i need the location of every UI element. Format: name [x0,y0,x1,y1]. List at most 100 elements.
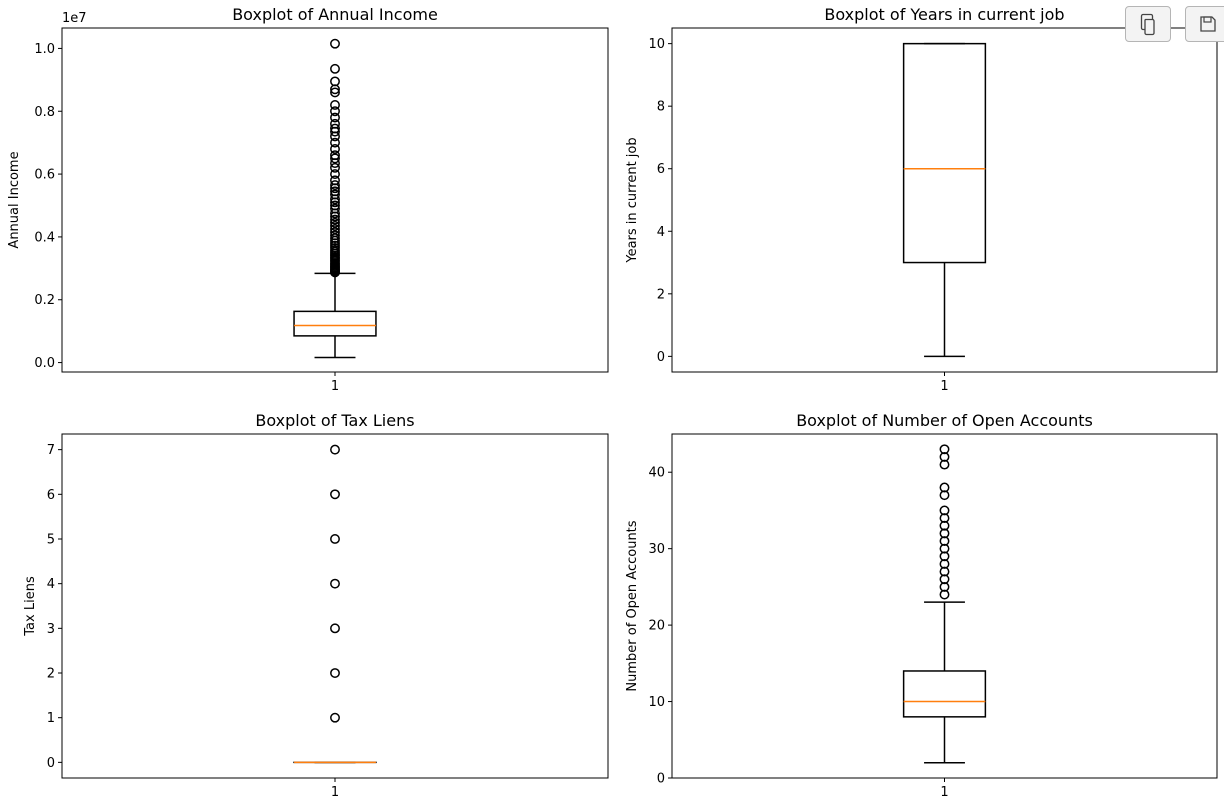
outlier-point [330,227,340,238]
y-tick-label: 0 [47,756,55,771]
y-axis-label: Tax Liens [23,576,38,637]
x-tick-label: 1 [940,785,948,800]
outlier-point [939,513,950,524]
axes-frame [61,27,609,373]
y-tick-label: 0.8 [34,105,55,120]
outlier-point [939,559,950,569]
outlier-point [330,578,340,589]
outlier-point [939,536,950,546]
y-tick-label: 4 [657,225,665,240]
y-tick-label: 6 [657,162,665,177]
box [293,310,377,337]
outlier-point [330,623,340,634]
outlier-point [330,100,340,110]
outlier-point [330,230,340,241]
subplot-1: Boxplot of Annual Income 0.0 0.2 0.4 0.6 0.8 1… [7,5,609,394]
outlier-point [330,153,340,164]
box [902,670,987,718]
outlier-point [330,112,340,123]
outlier-point [330,63,340,74]
y-tick-label: 0 [657,350,665,365]
y-tick-label: 8 [657,100,665,115]
y-tick-label: 30 [648,542,665,557]
y-axis-label: Years in current job [625,137,640,263]
outlier-point [330,220,340,231]
outlier-point [330,203,340,214]
save-icon [1200,16,1216,32]
chart-title: Boxplot of Years in current job [824,5,1064,24]
y-tick-label: 5 [47,532,55,547]
outlier-point [939,574,950,585]
chart-title: Boxplot of Annual Income [232,5,438,24]
chart-title: Boxplot of Tax Liens [255,411,414,430]
y-axis-label: Annual Income [7,151,22,248]
outlier-point [330,106,340,117]
outlier-point [330,489,340,500]
y-offset-label: 1e7 [62,11,87,26]
outlier-point [939,505,950,516]
y-tick-label: 0.6 [34,168,55,183]
y-tick-label: 10 [648,695,665,710]
outlier-point [939,566,950,577]
axes-frame [61,433,609,779]
copy-icon [1140,13,1155,36]
outlier-point [330,534,340,544]
y-axis-label: Number of Open Accounts [625,520,640,691]
outlier-point [330,186,340,197]
outlier-point [330,444,340,455]
outlier-point [330,169,340,180]
outlier-point [939,490,950,501]
y-tick-label: 20 [648,619,665,634]
outlier-point [330,87,340,98]
y-tick-label: 2 [47,667,55,682]
outlier-point [330,76,340,87]
outlier-point [939,444,950,455]
y-tick-label: 0 [657,772,665,787]
x-tick-label: 1 [331,785,339,800]
chart-title: Boxplot of Number of Open Accounts [796,411,1093,430]
outlier-point [330,217,340,228]
subplot-2: Boxplot of Years in current job 0 2 4 6 8 10 1 Y… [625,5,1218,394]
save-button[interactable] [1185,6,1224,42]
y-tick-label: 2 [657,287,665,302]
outlier-point [330,668,340,678]
y-tick-label: 6 [47,488,55,503]
box [902,42,987,264]
outlier-point [939,451,950,462]
y-tick-label: 40 [648,466,665,481]
outlier-point [330,150,340,161]
y-tick-label: 10 [648,37,665,52]
outlier-point [939,482,950,493]
y-tick-label: 0.0 [34,356,55,371]
outlier-point [330,137,340,148]
outlier-point [939,543,950,554]
y-tick-label: 4 [47,577,55,592]
x-tick-label: 1 [331,379,339,394]
y-tick-label: 1.0 [34,42,55,57]
copy-button[interactable] [1125,6,1171,42]
subplot-3: Boxplot of Tax Liens 0 1 2 3 4 5 6 7 1 Tax Liens [23,411,609,800]
outlier-point [939,459,950,470]
outlier-point [330,712,340,723]
outlier-point [330,143,340,154]
outlier-point [939,551,950,562]
y-tick-label: 7 [47,443,55,458]
outlier-point [939,581,950,592]
y-tick-label: 3 [47,622,55,637]
outlier-point [330,224,340,235]
subplot-4: Boxplot of Number of Open Accounts 0 10 20 3… [625,411,1218,800]
outlier-point [939,528,950,539]
x-tick-label: 1 [940,379,948,394]
y-tick-label: 1 [47,711,55,726]
outlier-point [939,589,950,600]
outlier-point [330,175,340,186]
outlier-point [330,200,340,211]
outlier-point [330,118,340,129]
outlier-point [939,520,950,531]
outlier-point [330,214,340,225]
outlier-point [330,180,340,191]
outlier-point [330,189,340,200]
outlier-point [330,123,340,134]
outlier-point [330,162,340,173]
